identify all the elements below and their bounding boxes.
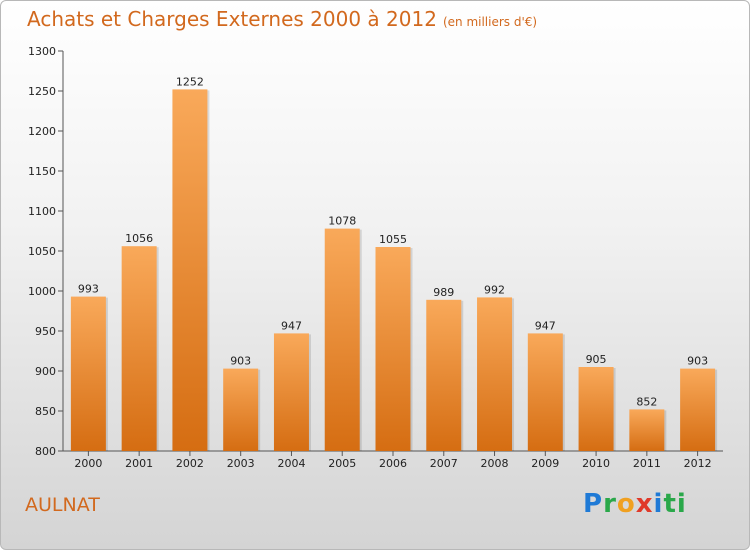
bar-2011 — [629, 409, 665, 451]
x-tick-label: 2000 — [74, 457, 102, 470]
logo-letter: t — [663, 489, 677, 519]
data-label: 947 — [535, 319, 556, 332]
x-tick-label: 2001 — [125, 457, 153, 470]
logo-letter: i — [653, 489, 664, 519]
x-tick-label: 2009 — [531, 457, 559, 470]
logo-letter: P — [583, 489, 604, 519]
x-tick-label: 2007 — [430, 457, 458, 470]
y-tick-label: 950 — [35, 325, 56, 338]
bar-2000 — [70, 296, 106, 451]
x-tick-label: 2006 — [379, 457, 407, 470]
bar-2002 — [172, 89, 208, 452]
bar-2010 — [578, 367, 614, 451]
bar-2012 — [680, 368, 716, 451]
x-tick-label: 2010 — [582, 457, 610, 470]
chart-title: Achats et Charges Externes 2000 à 2012 (e… — [27, 7, 537, 31]
bar-2006 — [375, 247, 411, 451]
data-label: 905 — [586, 353, 607, 366]
x-tick-label: 2003 — [227, 457, 255, 470]
bar-2008 — [477, 297, 513, 451]
bar-2005 — [324, 228, 360, 451]
commune-name: AULNAT — [25, 494, 100, 516]
y-tick-label: 1200 — [28, 125, 56, 138]
bar-2009 — [527, 333, 563, 451]
data-label: 903 — [687, 355, 708, 368]
x-tick-label: 2008 — [481, 457, 509, 470]
logo-letter: x — [635, 489, 654, 519]
title-text: Achats et Charges Externes 2000 à 2012 — [27, 7, 437, 31]
y-tick-label: 1250 — [28, 85, 56, 98]
x-tick-label: 2011 — [633, 457, 661, 470]
data-label: 903 — [230, 355, 251, 368]
data-label: 1055 — [379, 233, 407, 246]
data-label: 993 — [78, 283, 99, 296]
data-label: 992 — [484, 283, 505, 296]
y-tick-label: 800 — [35, 445, 56, 458]
y-tick-label: 1100 — [28, 205, 56, 218]
y-tick-label: 1300 — [28, 45, 56, 58]
x-tick-label: 2004 — [277, 457, 305, 470]
logo-letter: o — [616, 489, 636, 519]
bar-2001 — [121, 246, 157, 451]
data-label: 1078 — [328, 215, 356, 228]
data-label: 1252 — [176, 75, 204, 88]
bar-2004 — [273, 333, 309, 451]
y-tick-label: 1000 — [28, 285, 56, 298]
x-tick-label: 2005 — [328, 457, 356, 470]
proxiti-logo: Proxiti — [583, 489, 687, 519]
y-tick-label: 1150 — [28, 165, 56, 178]
chart-subtitle: (en milliers d'€) — [442, 15, 538, 29]
x-tick-label: 2002 — [176, 457, 204, 470]
y-tick-label: 900 — [35, 365, 56, 378]
x-tick-label: 2012 — [684, 457, 712, 470]
data-label: 989 — [433, 286, 454, 299]
data-label: 852 — [636, 395, 657, 408]
bar-2007 — [426, 299, 462, 451]
data-label: 947 — [281, 319, 302, 332]
y-tick-label: 850 — [35, 405, 56, 418]
y-tick-label: 1050 — [28, 245, 56, 258]
logo-letter: r — [603, 489, 617, 519]
logo-letter: i — [676, 489, 687, 519]
bar-2003 — [223, 368, 259, 451]
data-label: 1056 — [125, 232, 153, 245]
